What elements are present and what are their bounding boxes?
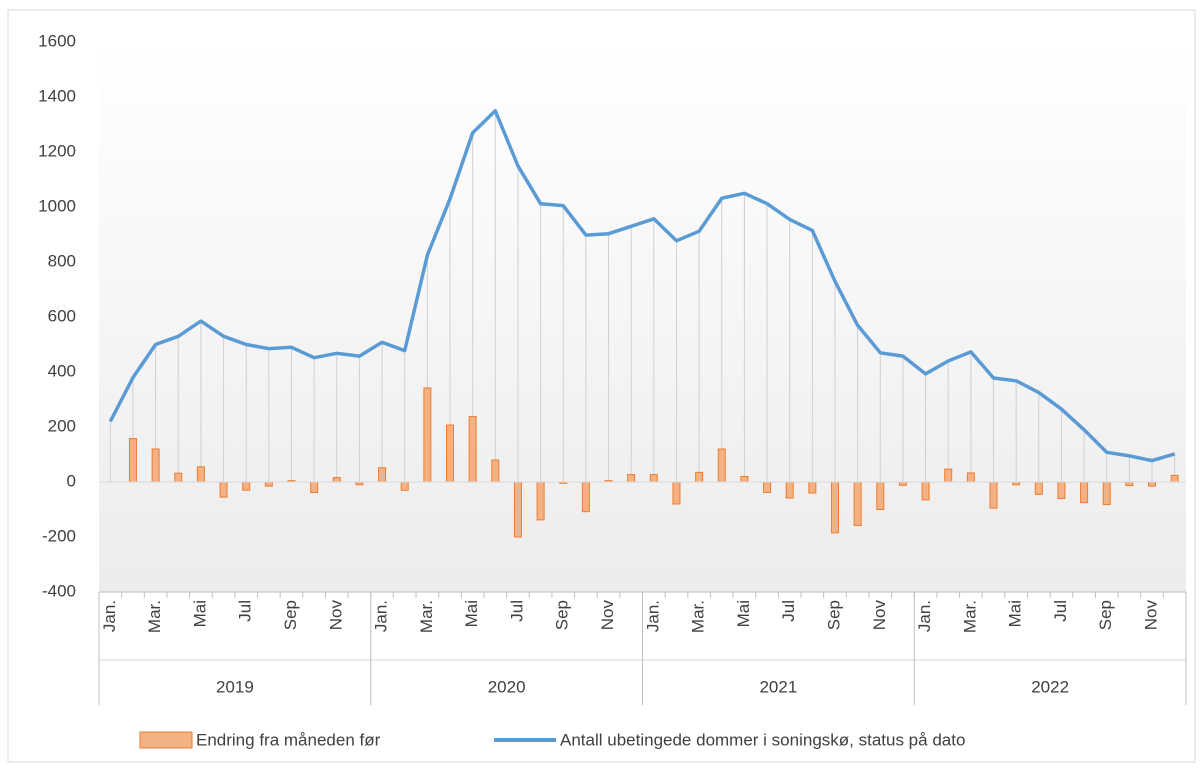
- year-label: 2019: [216, 677, 254, 696]
- y-tick-label: 800: [48, 251, 76, 270]
- bar: [242, 481, 251, 491]
- x-tick-label: Jan.: [100, 600, 119, 632]
- x-tick-label: Mai: [1006, 600, 1025, 627]
- x-tick-label: Sep: [553, 600, 572, 630]
- bar: [1102, 481, 1111, 506]
- bar: [536, 481, 545, 521]
- bar: [649, 474, 658, 483]
- bar: [446, 424, 455, 483]
- y-tick-label: 200: [48, 416, 76, 435]
- bar: [151, 448, 160, 483]
- bar: [672, 481, 681, 505]
- x-tick-label: Nov: [598, 600, 617, 631]
- bar: [989, 481, 998, 509]
- bar: [627, 474, 636, 483]
- year-label: 2022: [1031, 677, 1069, 696]
- y-tick-label: 1600: [38, 31, 76, 50]
- y-tick-label: 0: [67, 471, 76, 490]
- bar: [310, 481, 319, 493]
- x-tick-label: Jan.: [915, 600, 934, 632]
- x-tick-label: Jul: [507, 600, 526, 622]
- y-tick-label: -400: [42, 581, 76, 600]
- legend-label: Antall ubetingede dommer i soningskø, st…: [560, 730, 965, 749]
- legend-label: Endring fra måneden før: [196, 730, 381, 749]
- x-tick-label: Nov: [326, 600, 345, 631]
- year-label: 2021: [759, 677, 797, 696]
- bar: [1034, 481, 1043, 495]
- plot-area: [99, 42, 1186, 592]
- y-tick-label: 1400: [38, 86, 76, 105]
- y-tick-label: 1200: [38, 141, 76, 160]
- x-tick-label: Sep: [1096, 600, 1115, 630]
- bar: [921, 481, 930, 501]
- bar: [1080, 481, 1089, 504]
- year-label: 2020: [488, 677, 526, 696]
- bar: [491, 459, 500, 483]
- x-tick-label: Mai: [734, 600, 753, 627]
- x-tick-label: Nov: [1142, 600, 1161, 631]
- x-tick-label: Jan.: [643, 600, 662, 632]
- bar: [219, 481, 228, 498]
- bar: [196, 466, 205, 483]
- bar: [581, 481, 590, 513]
- bar: [966, 472, 975, 483]
- line-series: [108, 109, 1176, 463]
- bar: [1148, 481, 1157, 487]
- bar: [128, 438, 137, 483]
- bar: [468, 416, 477, 483]
- bar: [740, 476, 749, 483]
- x-tick-label: Mar.: [417, 600, 436, 633]
- bar: [944, 468, 953, 483]
- bar: [808, 481, 817, 494]
- bar: [378, 467, 387, 483]
- bar: [1125, 481, 1134, 487]
- bar: [1057, 481, 1066, 499]
- bar: [763, 481, 772, 493]
- x-tick-label: Mai: [462, 600, 481, 627]
- bar: [830, 481, 839, 534]
- bar: [785, 481, 794, 499]
- legend-swatch: [139, 731, 193, 749]
- bar: [423, 387, 432, 483]
- x-tick-label: Jul: [1051, 600, 1070, 622]
- bar: [513, 481, 522, 538]
- bar: [400, 481, 409, 491]
- bar: [876, 481, 885, 510]
- bar: [695, 471, 704, 483]
- x-tick-label: Jan.: [372, 600, 391, 632]
- x-tick-label: Mar.: [689, 600, 708, 633]
- y-tick-label: 600: [48, 306, 76, 325]
- bar: [853, 481, 862, 526]
- y-tick-label: 400: [48, 361, 76, 380]
- y-tick-label: -200: [42, 526, 76, 545]
- bar: [264, 481, 273, 487]
- y-tick-label: 1000: [38, 196, 76, 215]
- x-tick-label: Mar.: [960, 600, 979, 633]
- x-tick-label: Mai: [190, 600, 209, 627]
- x-tick-label: Sep: [281, 600, 300, 630]
- x-tick-label: Nov: [870, 600, 889, 631]
- bar: [332, 477, 341, 483]
- x-tick-label: Sep: [824, 600, 843, 630]
- x-tick-label: Jul: [779, 600, 798, 622]
- bar: [1170, 474, 1179, 483]
- x-tick-label: Jul: [236, 600, 255, 622]
- x-tick-label: Mar.: [145, 600, 164, 633]
- bar: [174, 472, 183, 483]
- bar: [717, 448, 726, 483]
